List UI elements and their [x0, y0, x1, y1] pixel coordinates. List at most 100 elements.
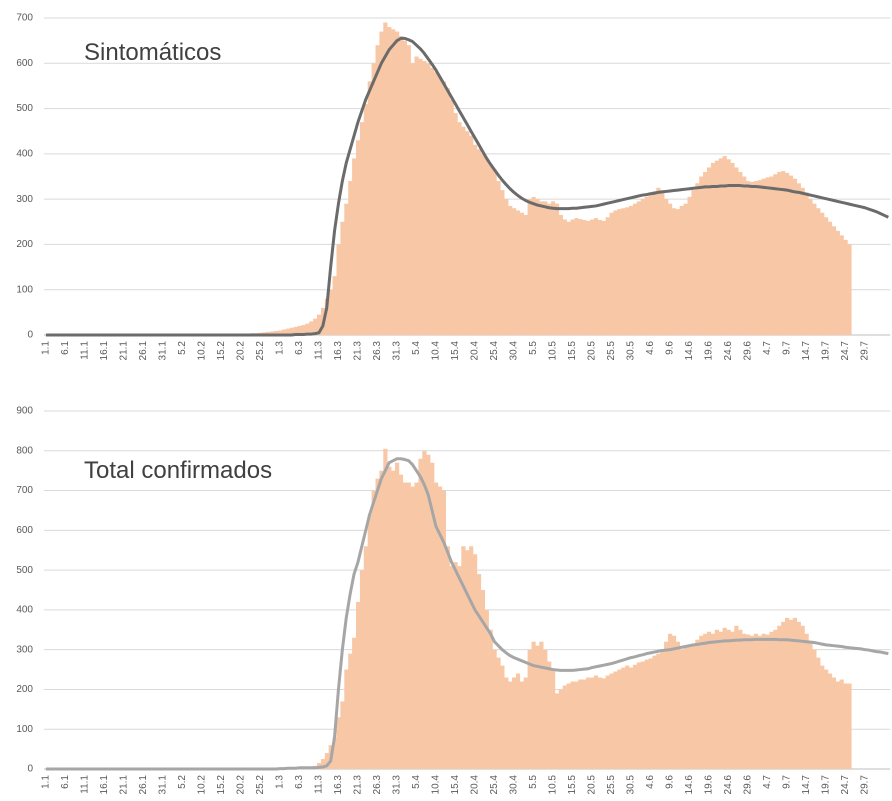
bar	[449, 566, 454, 769]
x-tick-label: 24.6	[723, 341, 734, 361]
bar	[644, 196, 649, 335]
x-tick-label: 31.1	[158, 775, 169, 795]
bar	[515, 210, 521, 335]
x-tick-label: 29.6	[743, 341, 754, 361]
bar	[356, 601, 361, 769]
bar	[344, 203, 349, 335]
x-tick-label: 10.5	[548, 775, 559, 795]
bar	[746, 181, 751, 335]
bar	[551, 669, 556, 769]
bar	[387, 466, 392, 769]
bar	[726, 629, 731, 769]
bar	[324, 753, 329, 769]
x-tick-label: 15.4	[450, 775, 461, 795]
bar	[441, 490, 446, 769]
bar	[699, 635, 704, 769]
x-tick-label: 15.4	[450, 341, 461, 361]
y-tick-label: 0	[27, 330, 33, 341]
x-tick-label: 5.5	[528, 775, 539, 789]
bar	[297, 325, 302, 335]
x-tick-label: 11.3	[314, 775, 325, 794]
x-tick-label: 16.1	[99, 341, 110, 361]
bar	[835, 681, 840, 769]
y-tick-label: 300	[16, 644, 33, 655]
x-tick-label: 1.1	[41, 341, 52, 355]
bar	[418, 58, 423, 335]
bar	[605, 675, 610, 769]
bar	[570, 681, 575, 769]
bar	[718, 631, 723, 769]
x-tick-label: 25.2	[255, 775, 266, 795]
trend-line	[45, 36, 889, 337]
bar	[492, 649, 497, 769]
bar	[648, 658, 653, 769]
x-tick-label: 30.5	[626, 775, 637, 795]
chart-title: Total confirmados	[84, 457, 272, 484]
bar	[746, 634, 751, 769]
bar	[796, 621, 801, 769]
bar	[492, 169, 497, 335]
bar	[629, 667, 634, 769]
bar	[551, 201, 556, 335]
bar	[340, 701, 345, 769]
bar	[788, 619, 794, 769]
x-tick-label: 20.2	[236, 341, 247, 361]
bar	[352, 637, 357, 769]
bar	[586, 220, 591, 335]
bar	[824, 669, 829, 769]
bar	[613, 671, 618, 769]
bar	[831, 226, 836, 335]
bar	[476, 149, 482, 335]
bar	[402, 482, 407, 769]
bar	[531, 196, 536, 335]
bar	[730, 631, 735, 769]
bar	[808, 641, 813, 769]
bar	[847, 244, 852, 335]
bar	[824, 217, 829, 335]
bar	[426, 63, 431, 336]
bar	[371, 63, 376, 336]
bar	[765, 634, 770, 769]
bar	[660, 649, 665, 769]
x-tick-label: 5.4	[411, 775, 422, 789]
bar	[816, 657, 821, 769]
x-tick-label: 24.7	[840, 775, 851, 795]
bar	[465, 131, 470, 335]
bar	[281, 329, 287, 335]
y-tick-label: 500	[16, 103, 33, 114]
bar	[574, 681, 579, 769]
bar	[710, 162, 716, 335]
x-tick-label: 20.2	[236, 775, 247, 795]
bar	[371, 490, 376, 769]
bar	[363, 104, 368, 336]
x-tick-label: 4.6	[645, 775, 656, 789]
bar	[398, 474, 404, 769]
bar	[687, 196, 692, 335]
bar	[348, 181, 353, 335]
bar	[359, 570, 365, 769]
x-tick-label: 4.7	[762, 341, 773, 355]
bar	[800, 187, 805, 335]
x-tick-label: 30.5	[626, 341, 637, 361]
bar	[274, 330, 279, 335]
x-tick-label: 21.1	[119, 775, 130, 795]
y-tick-label: 400	[16, 148, 33, 159]
x-tick-label: 19.6	[704, 775, 715, 795]
bar	[348, 653, 353, 769]
bar	[660, 190, 665, 335]
bar	[636, 201, 641, 335]
bar	[504, 199, 509, 335]
bar	[352, 158, 357, 335]
x-tick-label: 6.3	[294, 775, 305, 789]
x-tick-label: 15.2	[216, 775, 227, 795]
bar	[574, 218, 579, 335]
bar	[761, 178, 766, 335]
bar	[843, 239, 848, 335]
bar	[578, 219, 583, 335]
x-tick-label: 5.2	[177, 341, 188, 355]
bar	[395, 31, 400, 335]
bar	[336, 717, 341, 769]
y-tick-label: 300	[16, 194, 33, 205]
bar	[578, 679, 583, 769]
bar	[792, 617, 797, 769]
